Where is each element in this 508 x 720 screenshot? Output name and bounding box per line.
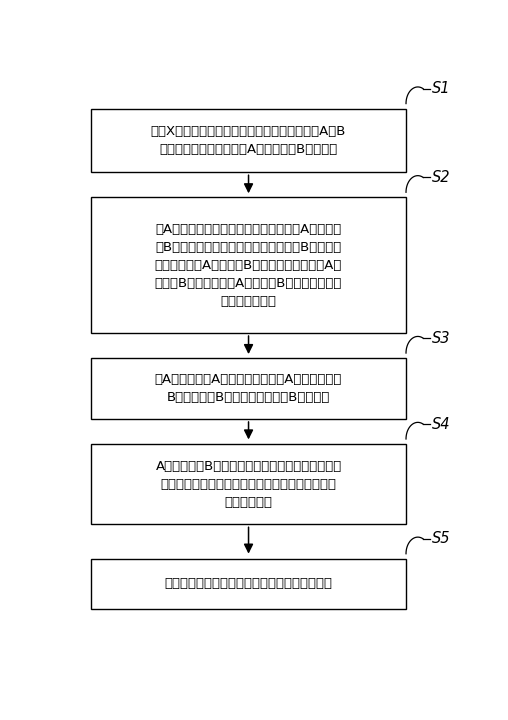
Text: S5: S5 (432, 531, 451, 546)
Text: 在A乳腺图像中的待检测病灶区域中选择A指引点，
在B乳腺图像中的待检测病灶区域中选择B指引点；
并分别以所述A指引点和B指引点为圆心定义出A指
引圆和B指引圆，: 在A乳腺图像中的待检测病灶区域中选择A指引点， 在B乳腺图像中的待检测病灶区域中… (155, 222, 342, 307)
Text: S3: S3 (432, 330, 451, 346)
Bar (91, 559, 406, 608)
Bar (91, 109, 406, 172)
Text: S4: S4 (432, 417, 451, 432)
Text: 以A点为顶点、A指引圆为底面生成A指引锥体；以
B点为顶点、B指引圆为底面生成B指引锥体: 以A点为顶点、A指引圆为底面生成A指引锥体；以 B点为顶点、B指引圆为底面生成B… (155, 373, 342, 404)
Bar (91, 444, 406, 524)
Text: S1: S1 (432, 81, 451, 96)
Text: 获取X射线数字乳腺机的球管的焦点分别设置在A、B
两点处的两幅乳腺图像；A乳腺图像和B乳腺图像: 获取X射线数字乳腺机的球管的焦点分别设置在A、B 两点处的两幅乳腺图像；A乳腺图… (151, 125, 346, 156)
Text: S2: S2 (432, 170, 451, 185)
Text: A指引锥体和B指引锥体的公共部分为指引体，并利
用平行于数字乳腺机的探测器的平面横截指引体，
得到指引截面: A指引锥体和B指引锥体的公共部分为指引体，并利 用平行于数字乳腺机的探测器的平面… (155, 459, 342, 509)
Bar (91, 197, 406, 333)
Bar (91, 358, 406, 419)
Text: 选取指引截面中面积最大的，其重心即为穿刺点: 选取指引截面中面积最大的，其重心即为穿刺点 (165, 577, 333, 590)
